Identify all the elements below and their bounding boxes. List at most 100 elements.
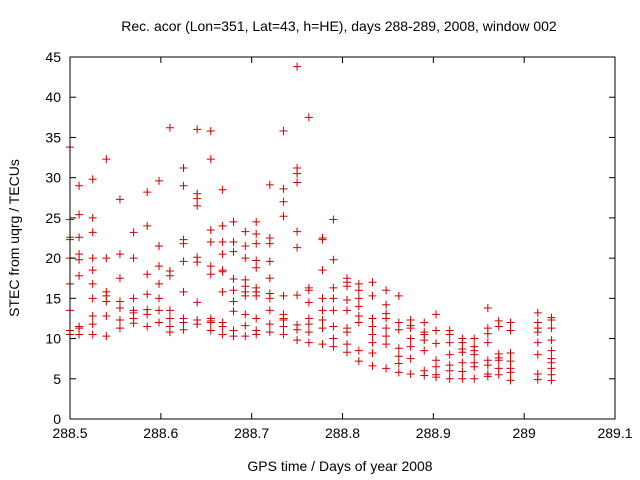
data-point [218, 287, 227, 296]
data-point [445, 326, 454, 335]
data-point [368, 291, 377, 300]
data-point [483, 338, 492, 347]
y-tick-label: 10 [45, 331, 61, 347]
data-point [252, 229, 261, 238]
data-point [129, 294, 138, 303]
data-point [354, 357, 363, 366]
data-point [88, 175, 97, 184]
data-point [218, 266, 227, 275]
data-point [293, 62, 302, 71]
x-tick-label: 288.7 [234, 425, 269, 441]
data-point [193, 253, 202, 262]
data-point [179, 164, 188, 173]
data-point [458, 367, 467, 376]
y-tick-label: 35 [45, 129, 61, 145]
data-point [129, 254, 138, 263]
data-point [343, 306, 352, 315]
data-point [265, 180, 274, 189]
data-point [318, 266, 327, 275]
data-point [265, 289, 274, 298]
data-point [193, 316, 202, 325]
data-point [206, 262, 215, 271]
data-point [102, 332, 111, 341]
data-point [329, 283, 338, 292]
data-point [102, 254, 111, 263]
data-point [241, 310, 250, 319]
data-point [206, 270, 215, 279]
data-point [102, 312, 111, 321]
y-tick-label: 45 [45, 49, 61, 65]
data-point [368, 322, 377, 331]
data-point [88, 228, 97, 237]
data-point [304, 338, 313, 347]
data-point [179, 257, 188, 266]
data-point [143, 188, 152, 197]
data-point [218, 250, 227, 259]
data-point [445, 374, 454, 383]
data-point [155, 306, 164, 315]
data-point [318, 316, 327, 325]
data-point [252, 239, 261, 248]
data-point [494, 316, 503, 325]
data-point [179, 181, 188, 190]
data-point [241, 227, 250, 236]
data-point [382, 364, 391, 373]
data-point [420, 328, 429, 337]
data-point [229, 307, 238, 316]
data-point [329, 215, 338, 224]
data-point [445, 338, 454, 347]
data-point [547, 346, 556, 355]
data-point [432, 356, 441, 365]
data-point [115, 316, 124, 325]
data-point [88, 320, 97, 329]
data-point [483, 369, 492, 378]
data-point [75, 271, 84, 280]
data-point [343, 295, 352, 304]
x-tick-label: 288.9 [416, 425, 451, 441]
data-point [241, 242, 250, 251]
data-point [506, 364, 515, 373]
data-point [279, 127, 288, 136]
data-point [329, 334, 338, 343]
data-point [547, 336, 556, 345]
data-point [129, 228, 138, 237]
data-point [420, 318, 429, 327]
data-points [66, 62, 556, 385]
data-point [88, 213, 97, 222]
data-point [115, 250, 124, 259]
data-point [432, 370, 441, 379]
data-point [115, 274, 124, 283]
data-point [354, 312, 363, 321]
data-point [102, 155, 111, 164]
data-point [547, 313, 556, 322]
data-point [483, 356, 492, 365]
y-tick-label: 30 [45, 170, 61, 186]
data-point [318, 340, 327, 349]
data-point [252, 314, 261, 323]
data-point [293, 178, 302, 187]
data-point [143, 305, 152, 314]
y-tick-label: 40 [45, 89, 61, 105]
y-tick-label: 15 [45, 290, 61, 306]
data-point [143, 221, 152, 230]
data-point [470, 374, 479, 383]
data-point [165, 322, 174, 331]
data-point [229, 297, 238, 306]
data-point [165, 123, 174, 132]
data-point [88, 294, 97, 303]
data-point [354, 346, 363, 355]
data-point [206, 238, 215, 247]
data-point [506, 318, 515, 327]
data-point [329, 294, 338, 303]
data-point [406, 342, 415, 351]
data-point [229, 286, 238, 295]
data-point [218, 238, 227, 247]
data-point [88, 254, 97, 263]
data-point [483, 324, 492, 333]
x-tick-label: 288.6 [143, 425, 178, 441]
data-point [75, 181, 84, 190]
data-point [265, 320, 274, 329]
data-point [420, 366, 429, 375]
data-point [165, 306, 174, 315]
data-point [329, 255, 338, 264]
